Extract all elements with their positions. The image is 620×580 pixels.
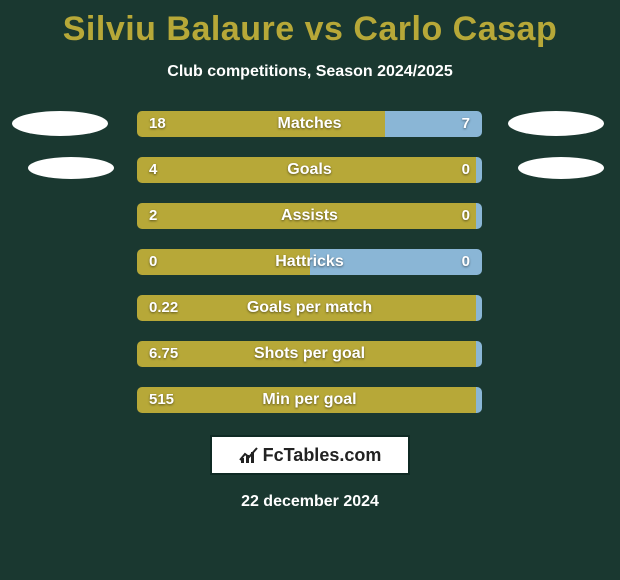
stat-bar-right [476, 157, 482, 183]
comparison-title: Silviu Balaure vs Carlo Casap [0, 0, 620, 49]
stat-bar-left [137, 203, 476, 229]
stat-bar-left [137, 111, 385, 137]
stat-row: 20Assists [137, 203, 482, 229]
brand-logo: FcTables.com [210, 435, 410, 475]
comparison-chart: 187Matches 40Goals 20Assists 00Hattricks 0.2… [0, 111, 620, 421]
stat-bar-left [137, 249, 310, 275]
comparison-subtitle: Club competitions, Season 2024/2025 [0, 63, 620, 81]
stat-row: 515Min per goal [137, 387, 482, 413]
stat-bar-right [476, 387, 482, 413]
stat-bar-right [476, 203, 482, 229]
stat-row: 00Hattricks [137, 249, 482, 275]
stat-bar-right [310, 249, 483, 275]
chart-icon [239, 446, 259, 464]
stat-bar-left [137, 387, 476, 413]
stat-row: 0.22Goals per match [137, 295, 482, 321]
player-badge [518, 157, 604, 179]
stat-bar-left [137, 341, 476, 367]
stat-bar-left [137, 295, 476, 321]
stat-bar-right [476, 341, 482, 367]
stat-row: 187Matches [137, 111, 482, 137]
stat-bar-right [476, 295, 482, 321]
stat-row: 6.75Shots per goal [137, 341, 482, 367]
stat-bar-right [385, 111, 482, 137]
player-badge [12, 111, 108, 136]
player-badge [28, 157, 114, 179]
footer-date: 22 december 2024 [0, 493, 620, 511]
brand-text: FcTables.com [263, 445, 382, 466]
stat-row: 40Goals [137, 157, 482, 183]
stat-bar-left [137, 157, 476, 183]
player-badge [508, 111, 604, 136]
